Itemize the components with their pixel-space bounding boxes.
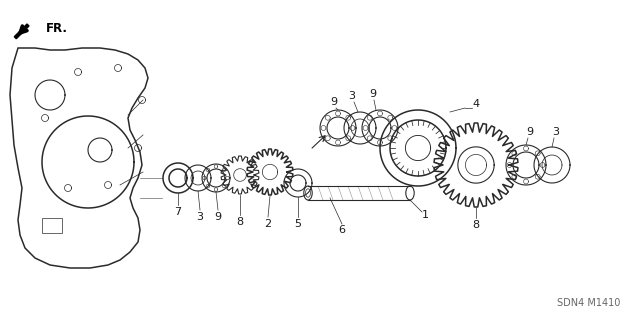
Text: 8: 8 bbox=[472, 220, 479, 230]
Polygon shape bbox=[14, 24, 29, 39]
Text: FR.: FR. bbox=[46, 22, 68, 36]
Text: 2: 2 bbox=[264, 219, 271, 229]
Text: 9: 9 bbox=[330, 97, 337, 107]
Text: 3: 3 bbox=[196, 212, 204, 222]
Text: 4: 4 bbox=[472, 99, 479, 109]
Text: 9: 9 bbox=[214, 212, 221, 222]
Text: 9: 9 bbox=[369, 89, 376, 99]
Text: 3: 3 bbox=[552, 127, 559, 137]
Text: 6: 6 bbox=[339, 225, 346, 235]
Text: 8: 8 bbox=[236, 217, 244, 227]
Text: SDN4 M1410: SDN4 M1410 bbox=[557, 298, 620, 308]
Text: 7: 7 bbox=[175, 207, 182, 217]
Bar bbox=[42, 218, 62, 233]
Text: 9: 9 bbox=[527, 127, 534, 137]
Text: 5: 5 bbox=[294, 219, 301, 229]
Text: 1: 1 bbox=[422, 210, 429, 220]
Text: 3: 3 bbox=[349, 91, 355, 101]
